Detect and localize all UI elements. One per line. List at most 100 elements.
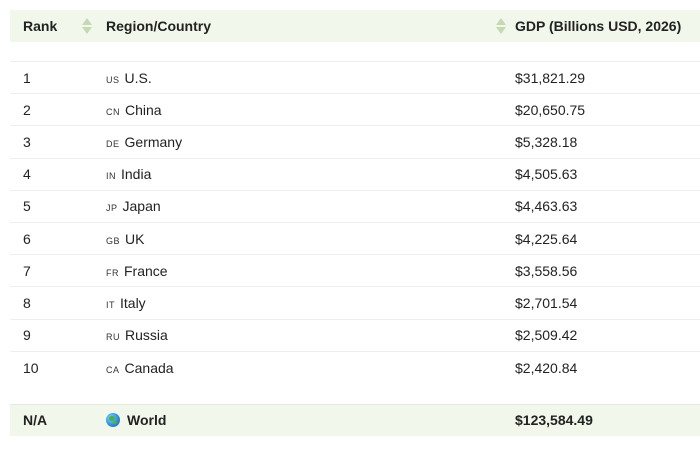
gdp-cell: $2,420.84 [514,360,700,376]
country-label-group: fr France [106,263,168,279]
rank-value: 8 [23,294,31,311]
gdp-value: $4,505.63 [515,166,578,183]
gdp-cell: $3,558.56 [514,263,700,279]
table-footer-row: N/A World $123,584.49 [10,403,700,436]
header-region-cell[interactable]: Region/Country [106,18,514,34]
region-cell: jp Japan [106,198,514,214]
rank-value: 4 [23,166,31,183]
country-name: Russia [125,327,168,344]
country-name: UK [125,230,145,247]
country-label-group: in India [106,166,151,182]
country-name: Canada [124,359,174,376]
rank-value: 5 [23,198,31,215]
table-header: Rank Region/Country GDP (Billions USD, 2… [10,10,700,42]
header-region-label: Region/Country [106,18,211,34]
country-name: Japan [122,198,161,215]
gdp-cell: $2,509.42 [514,327,700,343]
header-gdp-label: GDP (Billions USD, 2026) [515,18,682,34]
rank-cell: 4 [10,166,106,182]
sort-down-icon [82,27,92,34]
country-name: U.S. [124,69,152,86]
region-cell: ru Russia [106,327,514,343]
country-label-group: ru Russia [106,327,168,343]
country-code-flag-icon: jp [106,203,118,214]
globe-icon [106,413,120,428]
gdp-value: $2,701.54 [515,294,578,311]
region-cell: fr France [106,263,514,279]
table-row: 8 it Italy $2,701.54 [10,287,700,320]
footer-rank-label: N/A [23,412,48,429]
sort-region-icon[interactable] [496,18,506,34]
header-gdp-cell[interactable]: GDP (Billions USD, 2026) [514,18,700,34]
country-label-group: de Germany [106,134,182,150]
country-name: France [124,262,168,279]
rank-value: 9 [23,327,31,344]
footer-rank-cell: N/A [10,412,106,428]
rank-value: 3 [23,133,31,150]
country-code-flag-icon: in [106,171,116,182]
table-body: 1 us U.S. $31,821.29 2 cn China $20,650.75 3 de Ge… [10,62,700,384]
region-cell: it Italy [106,295,514,311]
rank-cell: 2 [10,102,106,118]
table-row: 2 cn China $20,650.75 [10,94,700,127]
table-bottom-gap [10,384,700,404]
rank-value: 2 [23,101,31,118]
rank-cell: 9 [10,327,106,343]
country-label-group: jp Japan [106,198,161,214]
table-row: 1 us U.S. $31,821.29 [10,62,700,95]
table-row: 10 ca Canada $2,420.84 [10,352,700,384]
country-code-flag-icon: ca [106,364,120,375]
sort-down-icon [496,27,506,34]
gdp-value: $2,420.84 [515,359,578,376]
gdp-value: $20,650.75 [515,101,586,118]
country-code-flag-icon: ru [106,332,120,343]
header-rank-cell[interactable]: Rank [10,18,106,34]
country-code-flag-icon: gb [106,235,121,246]
world-label-group: World [106,412,166,428]
rank-value: 7 [23,262,31,279]
country-code-flag-icon: de [106,138,120,149]
table-row: 9 ru Russia $2,509.42 [10,320,700,352]
country-label-group: us U.S. [106,70,152,86]
region-cell: us U.S. [106,70,514,86]
region-cell: gb UK [106,231,514,247]
sort-up-icon [82,18,92,25]
region-cell: de Germany [106,134,514,150]
rank-cell: 1 [10,70,106,86]
rank-cell: 6 [10,231,106,247]
footer-region-cell: World [106,412,514,428]
gdp-value: $5,328.18 [515,133,578,150]
sort-rank-icon[interactable] [82,18,92,34]
table-spacer [10,42,700,62]
gdp-cell: $20,650.75 [514,102,700,118]
country-name: China [125,101,162,118]
table-row: 3 de Germany $5,328.18 [10,126,700,159]
rank-cell: 10 [10,360,106,376]
table-row: 4 in India $4,505.63 [10,159,700,191]
footer-gdp-cell: $123,584.49 [514,412,700,428]
gdp-cell: $4,505.63 [514,166,700,182]
table-row: 7 fr France $3,558.56 [10,255,700,288]
country-label-group: it Italy [106,295,146,311]
gdp-cell: $4,225.64 [514,231,700,247]
gdp-value: $4,463.63 [515,198,578,215]
country-code-flag-icon: cn [106,106,120,117]
country-code-flag-icon: us [106,74,120,85]
rank-value: 6 [23,230,31,247]
country-name: India [121,166,152,183]
gdp-table: Rank Region/Country GDP (Billions USD, 2… [10,10,700,436]
country-name: Germany [124,133,183,150]
header-rank-label: Rank [23,18,58,34]
rank-value: 10 [23,359,39,376]
rank-value: 1 [23,69,31,86]
country-label-group: gb UK [106,231,144,247]
country-label-group: cn China [106,102,162,118]
table-row: 5 jp Japan $4,463.63 [10,191,700,223]
region-cell: ca Canada [106,360,514,376]
country-code-flag-icon: fr [106,267,119,278]
rank-cell: 7 [10,263,106,279]
gdp-cell: $2,701.54 [514,295,700,311]
footer-region-label: World [127,412,167,429]
country-code-flag-icon: it [106,299,115,310]
sort-up-icon [496,18,506,25]
